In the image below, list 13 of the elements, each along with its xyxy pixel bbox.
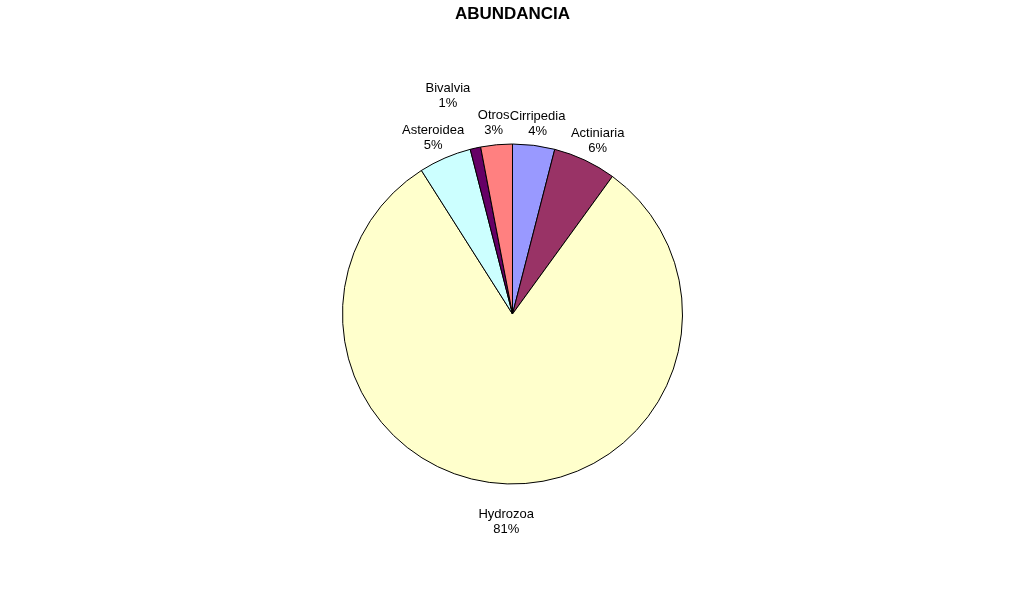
slice-label: Bivalvia	[425, 79, 472, 95]
data-label: 5%	[423, 137, 443, 153]
slice-label: Cirripedia	[509, 107, 567, 123]
data-label: 6%	[588, 140, 608, 156]
data-label: 1%	[438, 94, 458, 110]
slice-label: Hydrozoa	[478, 505, 535, 521]
slice-label: Otros	[477, 106, 511, 122]
slice-label: Asteroidea	[401, 122, 465, 138]
data-label: 4%	[528, 122, 548, 138]
chart-title: ABUNDANCIA	[454, 4, 571, 23]
data-label: 3%	[484, 121, 504, 137]
slice-label: Actiniaria	[570, 125, 626, 141]
data-label: 81%	[493, 520, 520, 536]
